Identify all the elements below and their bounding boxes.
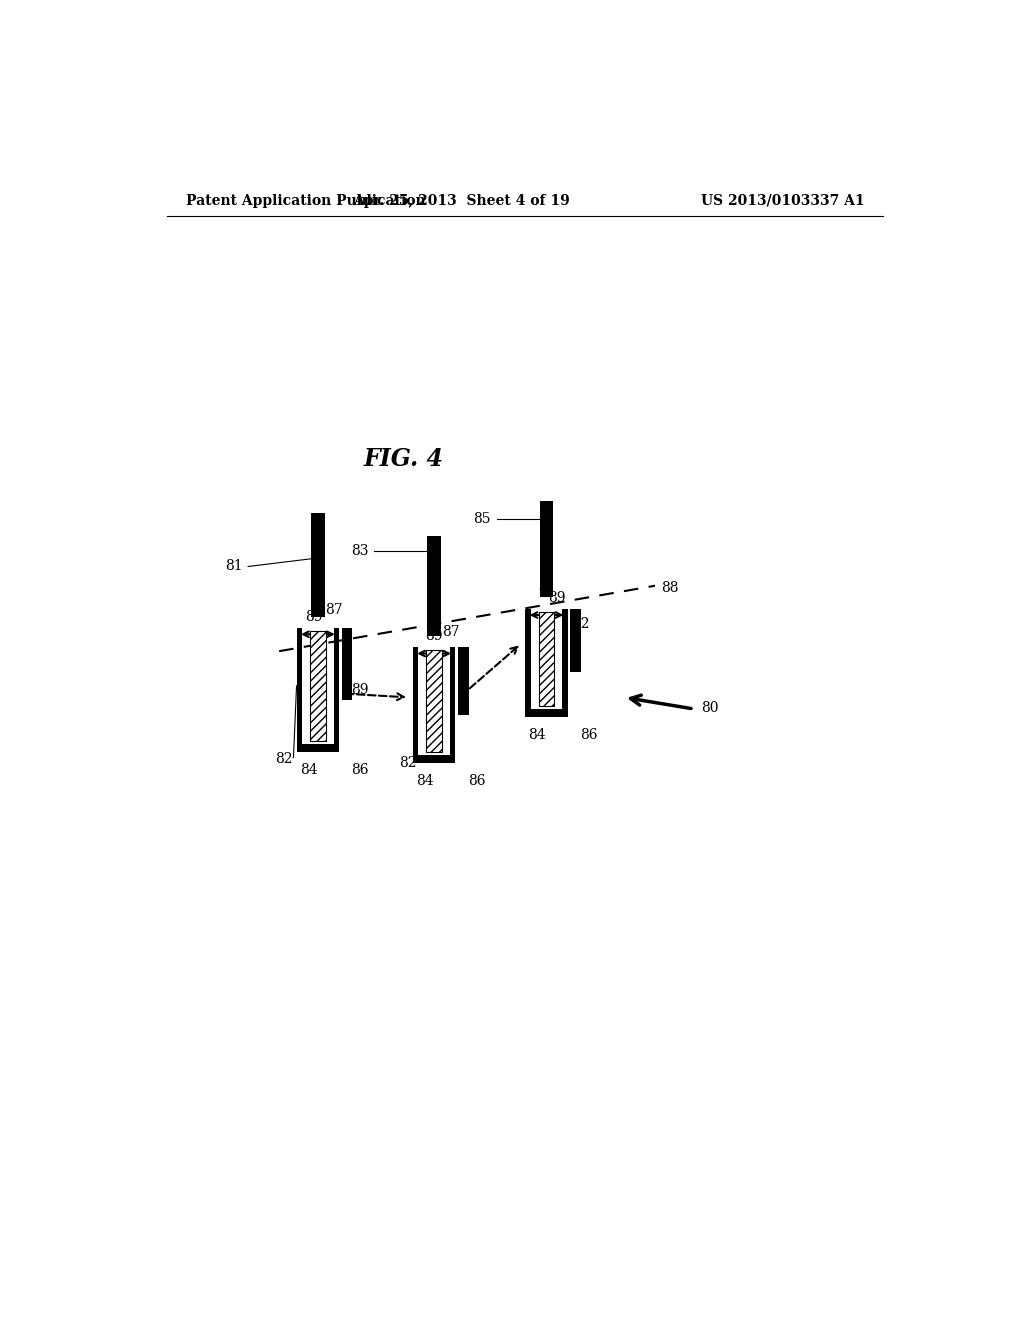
Bar <box>570 609 575 664</box>
Bar <box>450 647 456 755</box>
Text: 82: 82 <box>399 756 417 770</box>
Text: 87: 87 <box>326 603 343 618</box>
Bar <box>463 647 469 706</box>
Bar <box>297 743 339 751</box>
Bar <box>297 628 302 743</box>
Text: 83: 83 <box>351 544 369 558</box>
Text: 89: 89 <box>425 630 442 644</box>
Text: 86: 86 <box>581 729 598 742</box>
Text: Patent Application Publication: Patent Application Publication <box>186 194 426 207</box>
Bar <box>427 536 441 636</box>
Text: 86: 86 <box>468 775 485 788</box>
Bar <box>458 647 463 706</box>
Text: 89: 89 <box>548 591 565 605</box>
Bar <box>413 755 456 763</box>
Bar <box>525 609 530 709</box>
Bar <box>347 628 352 692</box>
Text: 86: 86 <box>351 763 369 777</box>
Text: 82: 82 <box>275 752 293 766</box>
Bar <box>342 692 352 700</box>
Bar <box>311 512 325 616</box>
Text: 84: 84 <box>300 763 317 777</box>
Text: US 2013/0103337 A1: US 2013/0103337 A1 <box>700 194 864 207</box>
Bar <box>413 647 418 755</box>
Bar <box>426 651 442 752</box>
Text: 84: 84 <box>528 729 546 742</box>
Text: 88: 88 <box>662 581 679 595</box>
Text: 80: 80 <box>701 701 719 715</box>
Bar <box>575 609 581 664</box>
Bar <box>525 709 568 717</box>
Bar <box>310 631 326 741</box>
Bar <box>334 628 339 743</box>
Bar <box>570 664 581 672</box>
Bar <box>458 706 469 714</box>
Text: 82: 82 <box>571 618 589 631</box>
Text: 81: 81 <box>225 560 243 573</box>
Bar <box>342 628 347 692</box>
Text: 89: 89 <box>305 610 323 624</box>
Bar <box>562 609 568 709</box>
Bar <box>539 612 554 706</box>
Text: 87: 87 <box>442 624 460 639</box>
Text: FIG. 4: FIG. 4 <box>364 446 443 471</box>
Text: 85: 85 <box>473 512 490 525</box>
Text: 89: 89 <box>351 682 369 697</box>
Text: Apr. 25, 2013  Sheet 4 of 19: Apr. 25, 2013 Sheet 4 of 19 <box>353 194 569 207</box>
Text: 84: 84 <box>416 775 433 788</box>
Bar <box>540 502 554 597</box>
